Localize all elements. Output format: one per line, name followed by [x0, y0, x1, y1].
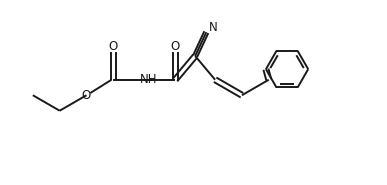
Text: O: O: [171, 40, 180, 53]
Text: O: O: [109, 40, 118, 53]
Text: O: O: [82, 89, 91, 102]
Text: N: N: [209, 21, 217, 34]
Text: NH: NH: [140, 73, 158, 86]
